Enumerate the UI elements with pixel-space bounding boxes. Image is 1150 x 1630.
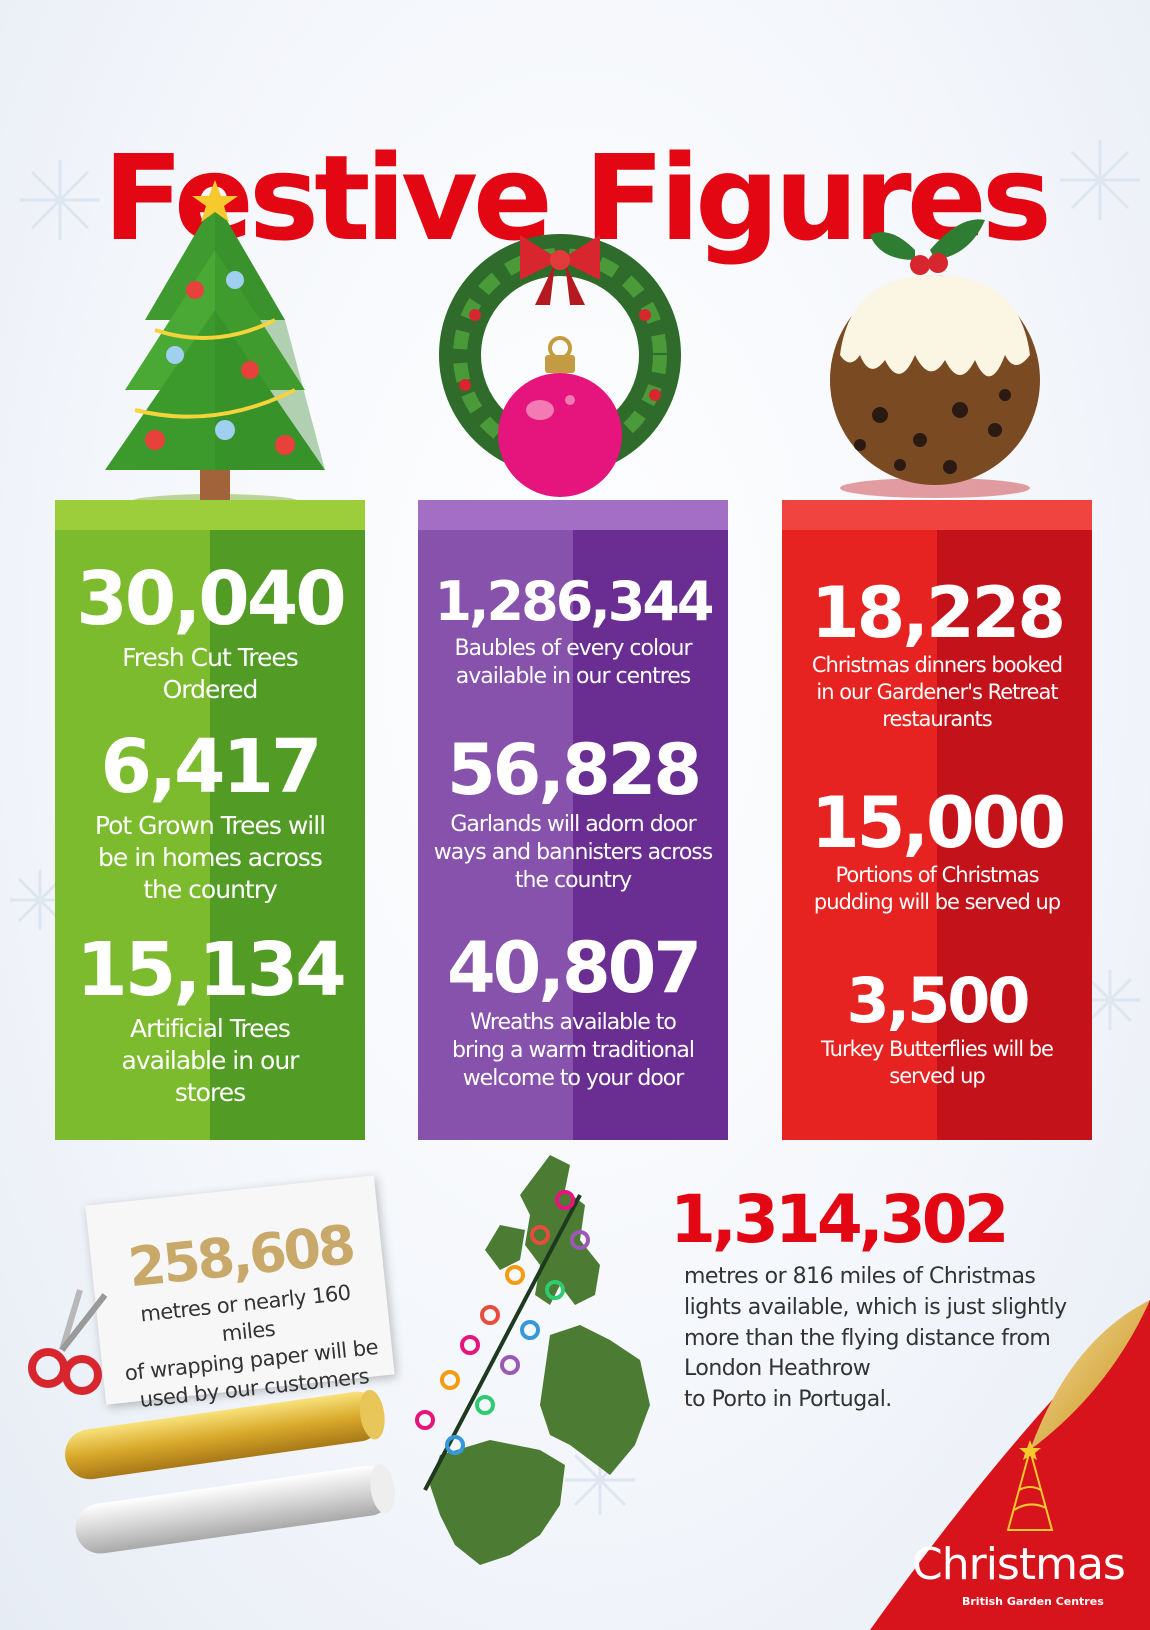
christmas-tree-icon (105, 180, 325, 510)
lights-desc-line: London Heathrow (684, 1356, 871, 1382)
stat-value: 30,040 (76, 556, 347, 642)
stat-desc-line: Pot Grown Trees will (94, 811, 326, 840)
stat-desc-line: stores (174, 1078, 246, 1107)
stat-desc-line: Ordered (162, 675, 259, 704)
column-left-face (782, 530, 937, 1140)
lights-desc-line: to Porto in Portugal. (684, 1387, 892, 1413)
column-right-face (937, 530, 1092, 1140)
stat-desc-line: be in homes across (98, 843, 323, 872)
lights-desc-line: metres or 816 miles of Christmas (684, 1264, 1036, 1289)
stat-value: 40,807 (446, 927, 702, 1009)
brand-subtitle: British Garden Centres (962, 1595, 1104, 1608)
stat-value: 6,417 (100, 724, 322, 810)
scissors-icon (28, 1289, 108, 1395)
column-decorations: 1,286,344 Baubles of every colour availa… (418, 500, 728, 1140)
column-right-face (573, 530, 728, 1140)
stat-desc-line: bring a warm traditional (451, 1038, 695, 1064)
page-curl (870, 1300, 1150, 1630)
stat-value: 18,228 (810, 572, 1066, 654)
stat-desc-line: Portions of Christmas (835, 863, 1039, 887)
column-right-face (210, 530, 365, 1140)
stat-value: 15,000 (810, 782, 1066, 864)
stat-desc-line: pudding will be served up (813, 889, 1061, 914)
stat-desc-line: in our Gardener's Retreat (816, 679, 1058, 704)
stat-desc-line: Turkey Butterflies will be (821, 1037, 1054, 1061)
lights-desc: metres or 816 miles of Christmas lights … (684, 1262, 1084, 1416)
stat-desc-line: the country (514, 868, 632, 894)
stat-value: 56,828 (446, 729, 702, 811)
stat-desc-line: Christmas dinners booked (811, 653, 1063, 677)
stat-desc-line: ways and bannisters across (433, 840, 713, 866)
stat-desc-line: welcome to your door (462, 1066, 685, 1092)
stat-desc-line: served up (889, 1063, 986, 1088)
brand-name: Christmas (912, 1539, 1126, 1590)
stat-desc-line: Wreaths available to (470, 1010, 677, 1035)
stat-value: 1,286,344 (434, 570, 714, 633)
column-left-face (55, 530, 210, 1140)
lights-desc-line: lights available, which is just slightly (684, 1294, 1067, 1320)
stat-desc-line: restaurants (882, 706, 992, 731)
column-left-face (418, 530, 573, 1140)
stat-value: 15,134 (76, 927, 347, 1013)
column-top (55, 500, 365, 530)
wrapping-paper-note: 258,608 metres or nearly 160 miles of wr… (85, 1175, 395, 1412)
column-trees: 30,040 Fresh Cut Trees Ordered 6,417 Pot… (55, 500, 365, 1140)
column-dinners: 18,228 Christmas dinners booked in our G… (782, 500, 1092, 1140)
brand-tree-icon (1006, 1440, 1054, 1531)
string-lights-icon (415, 1190, 590, 1491)
column-top (782, 500, 1092, 530)
stat-desc-line: available in our (121, 1046, 300, 1075)
stat-value: 3,500 (846, 964, 1030, 1037)
wrapping-roll-icon (65, 1390, 396, 1554)
lights-value: 1,314,302 (670, 1181, 1010, 1258)
stat-desc-line: Fresh Cut Trees (122, 643, 299, 672)
stat-desc-line: Baubles of every colour (454, 636, 692, 661)
bauble-icon (498, 336, 622, 497)
stat-desc-line: Artificial Trees (130, 1014, 291, 1043)
column-top (418, 500, 728, 530)
lights-desc-line: more than the flying distance from (684, 1325, 1051, 1351)
stat-desc-line: the country (143, 875, 278, 904)
stat-desc-line: Garlands will adorn door (450, 812, 696, 837)
pudding-icon (830, 219, 1040, 498)
stat-desc-line: available in our centres (455, 664, 692, 690)
